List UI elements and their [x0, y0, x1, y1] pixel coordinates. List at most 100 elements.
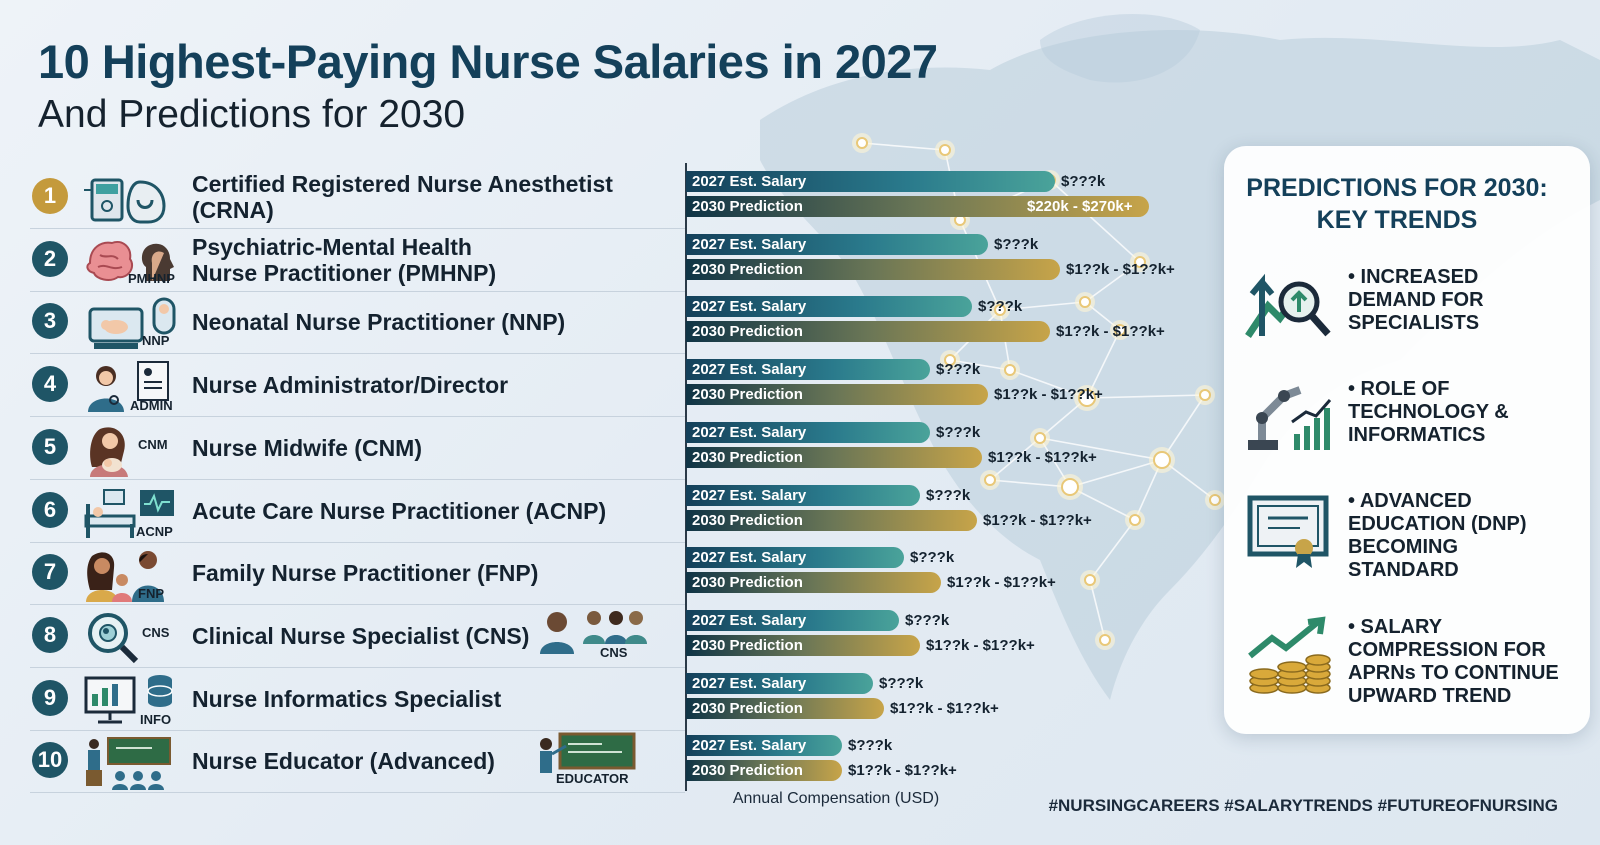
panel-title: PREDICTIONS FOR 2030: KEY TRENDS: [1246, 174, 1548, 234]
bar-series-label: 2027 Est. Salary: [692, 423, 807, 441]
bar-value-label: $???k: [1061, 173, 1106, 190]
trend-item-compression: • SALARY COMPRESSION FOR APRNs TO CONTIN…: [1244, 616, 1574, 716]
teacher-class-icon: [82, 734, 182, 791]
prediction-2030-bar: [686, 196, 1149, 217]
network-link: [1086, 394, 1206, 399]
network-link: [1069, 459, 1163, 488]
bar-series-label: 2030 Prediction: [692, 260, 803, 278]
trend-item-technology: • ROLE OF TECHNOLOGY & INFORMATICS: [1244, 378, 1574, 478]
salary-2027-bar: [686, 609, 899, 631]
network-node: [944, 354, 956, 366]
bar-series-label: 2027 Est. Salary: [692, 549, 807, 567]
role-row: 1 Certified Registered Nurse Anesthetist …: [30, 166, 685, 229]
diploma-certificate-icon: [1247, 495, 1329, 568]
salary-2027-bar: [686, 672, 873, 694]
rank-badge: 1: [32, 178, 68, 214]
trend-item-demand: • INCREASED DEMAND FOR SPECIALISTS: [1244, 266, 1574, 366]
role-icon-tag: PMHNP: [128, 270, 175, 286]
role-row: 3 NNP Neonatal Nurse Practitioner (NNP): [30, 291, 685, 355]
salary-2027-bar: [686, 359, 930, 381]
bar-series-label: 2027 Est. Salary: [692, 737, 807, 755]
network-link: [1039, 437, 1163, 461]
bar-series-label: 2030 Prediction: [692, 699, 803, 717]
family-icon: FNP: [82, 546, 182, 603]
bar-series-label: 2027 Est. Salary: [692, 674, 807, 692]
prediction-2030-bar: [686, 697, 884, 719]
network-node: [994, 304, 1006, 316]
network-node: [1078, 389, 1096, 407]
nurse-team-icon: CNS: [532, 606, 652, 662]
brain-head-icon: PMHNP: [82, 233, 182, 289]
rank-badge: 8: [32, 616, 68, 653]
role-row: 8 CNS Clinical Nurse Specialist (CNS): [30, 605, 685, 668]
rank-badge: 9: [32, 679, 68, 716]
bar-value-label: $1??k - $1??k+: [890, 699, 999, 717]
bar-value-label: $1??k - $1??k+: [994, 386, 1103, 404]
salary-2027-bar: [686, 171, 1055, 192]
bar-series-label: 2030 Prediction: [692, 636, 803, 654]
network-link: [949, 359, 1011, 371]
bar-series-label: 2027 Est. Salary: [692, 235, 807, 253]
role-name: Nurse Informatics Specialist: [192, 685, 502, 712]
network-node: [1153, 451, 1171, 469]
magnifier-cell-icon: CNS: [82, 609, 182, 665]
network-node: [1099, 634, 1111, 646]
role-row: 4 ADMIN Nurse Administrator/Director: [30, 354, 685, 418]
bar-value-label: $???k: [910, 549, 955, 567]
network-link: [1009, 369, 1088, 399]
salary-2027-bar: [686, 484, 920, 506]
bar-value-label: $???k: [926, 486, 971, 504]
bar-value-label: $???k: [848, 737, 893, 755]
role-row: 2 PMHNP Psychiatric-Mental Health Nurse Pr…: [30, 229, 685, 292]
bar-value-label: $1??k - $1??k+: [1056, 323, 1165, 341]
network-node: [1209, 494, 1221, 506]
role-icon-tag: ACNP: [136, 523, 173, 539]
role-name: Psychiatric-Mental Health Nurse Practiti…: [192, 233, 497, 286]
role-icon-tag: CNM: [138, 436, 168, 452]
trend-text-education: • ADVANCED EDUCATION (DNP) BECOMING STAN…: [1348, 490, 1527, 581]
bar-value-label: $1??k - $1??k+: [848, 762, 957, 780]
key-trends-panel: PREDICTIONS FOR 2030: KEY TRENDS • INCRE…: [1224, 146, 1590, 734]
network-link: [989, 437, 1041, 481]
salary-2027-bar: [686, 233, 988, 255]
rank-badge: 6: [32, 491, 68, 528]
role-icon-tag: INFO: [140, 711, 172, 727]
bar-series-label: 2030 Prediction: [692, 198, 803, 215]
salary-2027-bar: [686, 735, 842, 757]
prediction-2030-bar: [686, 384, 988, 406]
bar-series-label: 2030 Prediction: [692, 386, 803, 404]
bar-value-label: $1??k - $1??k+: [947, 574, 1056, 592]
network-link: [1089, 579, 1106, 641]
network-link: [999, 301, 1086, 311]
bar-series-label: 2027 Est. Salary: [692, 298, 807, 316]
network-node: [1004, 364, 1016, 376]
cns-team-tag: CNS: [600, 645, 628, 660]
nurse-document-icon: ADMIN: [82, 358, 182, 414]
robot-arm-chart-icon: [1248, 386, 1332, 450]
role-row: 9 INFO Nurse Informatics Specialist: [30, 668, 685, 731]
role-row: 5 CNM Nurse Midwife (CNM): [30, 417, 685, 480]
page-title: 10 Highest-Paying Nurse Salaries in 2027: [38, 35, 938, 88]
trend-text-technology: • ROLE OF TECHNOLOGY & INFORMATICS: [1348, 378, 1509, 446]
rank-badge: 5: [32, 428, 68, 465]
hospital-bed-monitor-icon: ACNP: [82, 484, 182, 540]
network-link: [1084, 261, 1141, 303]
bar-value-label: $1??k - $1??k+: [926, 636, 1035, 654]
prediction-2030-bar: [686, 446, 982, 468]
computer-database-icon: INFO: [82, 672, 182, 728]
prediction-2030-bar: [686, 634, 920, 656]
incubator-baby-icon: NNP: [82, 295, 182, 351]
bar-value-label: $220k - $270k+: [1027, 198, 1133, 215]
footer-hashtags: #NURSINGCAREERS #SALARYTRENDS #FUTUREOFN…: [1048, 796, 1558, 815]
network-link: [1049, 179, 1141, 263]
role-row: 6 ACNP Acute Care Nurse Practitioner (ACNP…: [30, 480, 685, 543]
bar-value-label: $1??k - $1??k+: [988, 448, 1097, 466]
teacher-board-icon: EDUCATOR: [532, 730, 642, 788]
prediction-2030-bar: [686, 760, 842, 782]
chart-axis-line: [685, 163, 687, 791]
role-name: Acute Care Nurse Practitioner (ACNP): [192, 497, 607, 524]
bar-value-label: $???k: [936, 423, 981, 441]
role-name: Nurse Midwife (CNM): [192, 434, 422, 461]
bar-series-label: 2030 Prediction: [692, 511, 803, 529]
role-name: Neonatal Nurse Practitioner (NNP): [192, 309, 566, 336]
